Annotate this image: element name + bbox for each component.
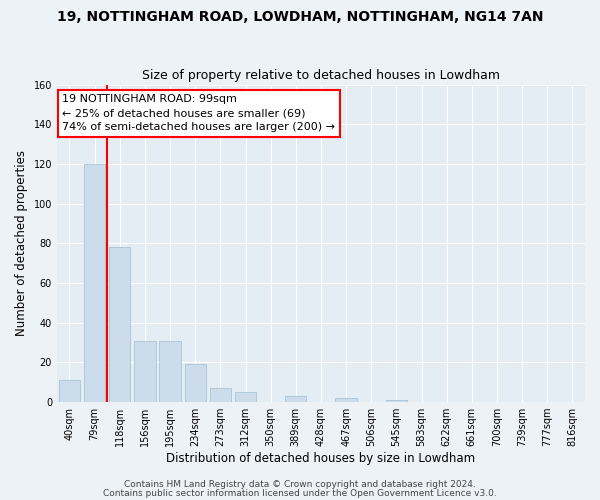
X-axis label: Distribution of detached houses by size in Lowdham: Distribution of detached houses by size …: [166, 452, 476, 465]
Bar: [386, 400, 407, 402]
Title: Size of property relative to detached houses in Lowdham: Size of property relative to detached ho…: [142, 69, 500, 82]
Bar: [185, 364, 206, 402]
Text: Contains public sector information licensed under the Open Government Licence v3: Contains public sector information licen…: [103, 489, 497, 498]
Bar: [109, 248, 130, 402]
Text: 19, NOTTINGHAM ROAD, LOWDHAM, NOTTINGHAM, NG14 7AN: 19, NOTTINGHAM ROAD, LOWDHAM, NOTTINGHAM…: [57, 10, 543, 24]
Bar: [235, 392, 256, 402]
Bar: [160, 340, 181, 402]
Bar: [84, 164, 106, 402]
Bar: [59, 380, 80, 402]
Bar: [285, 396, 307, 402]
Bar: [209, 388, 231, 402]
Text: 19 NOTTINGHAM ROAD: 99sqm
← 25% of detached houses are smaller (69)
74% of semi-: 19 NOTTINGHAM ROAD: 99sqm ← 25% of detac…: [62, 94, 335, 132]
Text: Contains HM Land Registry data © Crown copyright and database right 2024.: Contains HM Land Registry data © Crown c…: [124, 480, 476, 489]
Bar: [134, 340, 155, 402]
Bar: [335, 398, 357, 402]
Y-axis label: Number of detached properties: Number of detached properties: [15, 150, 28, 336]
